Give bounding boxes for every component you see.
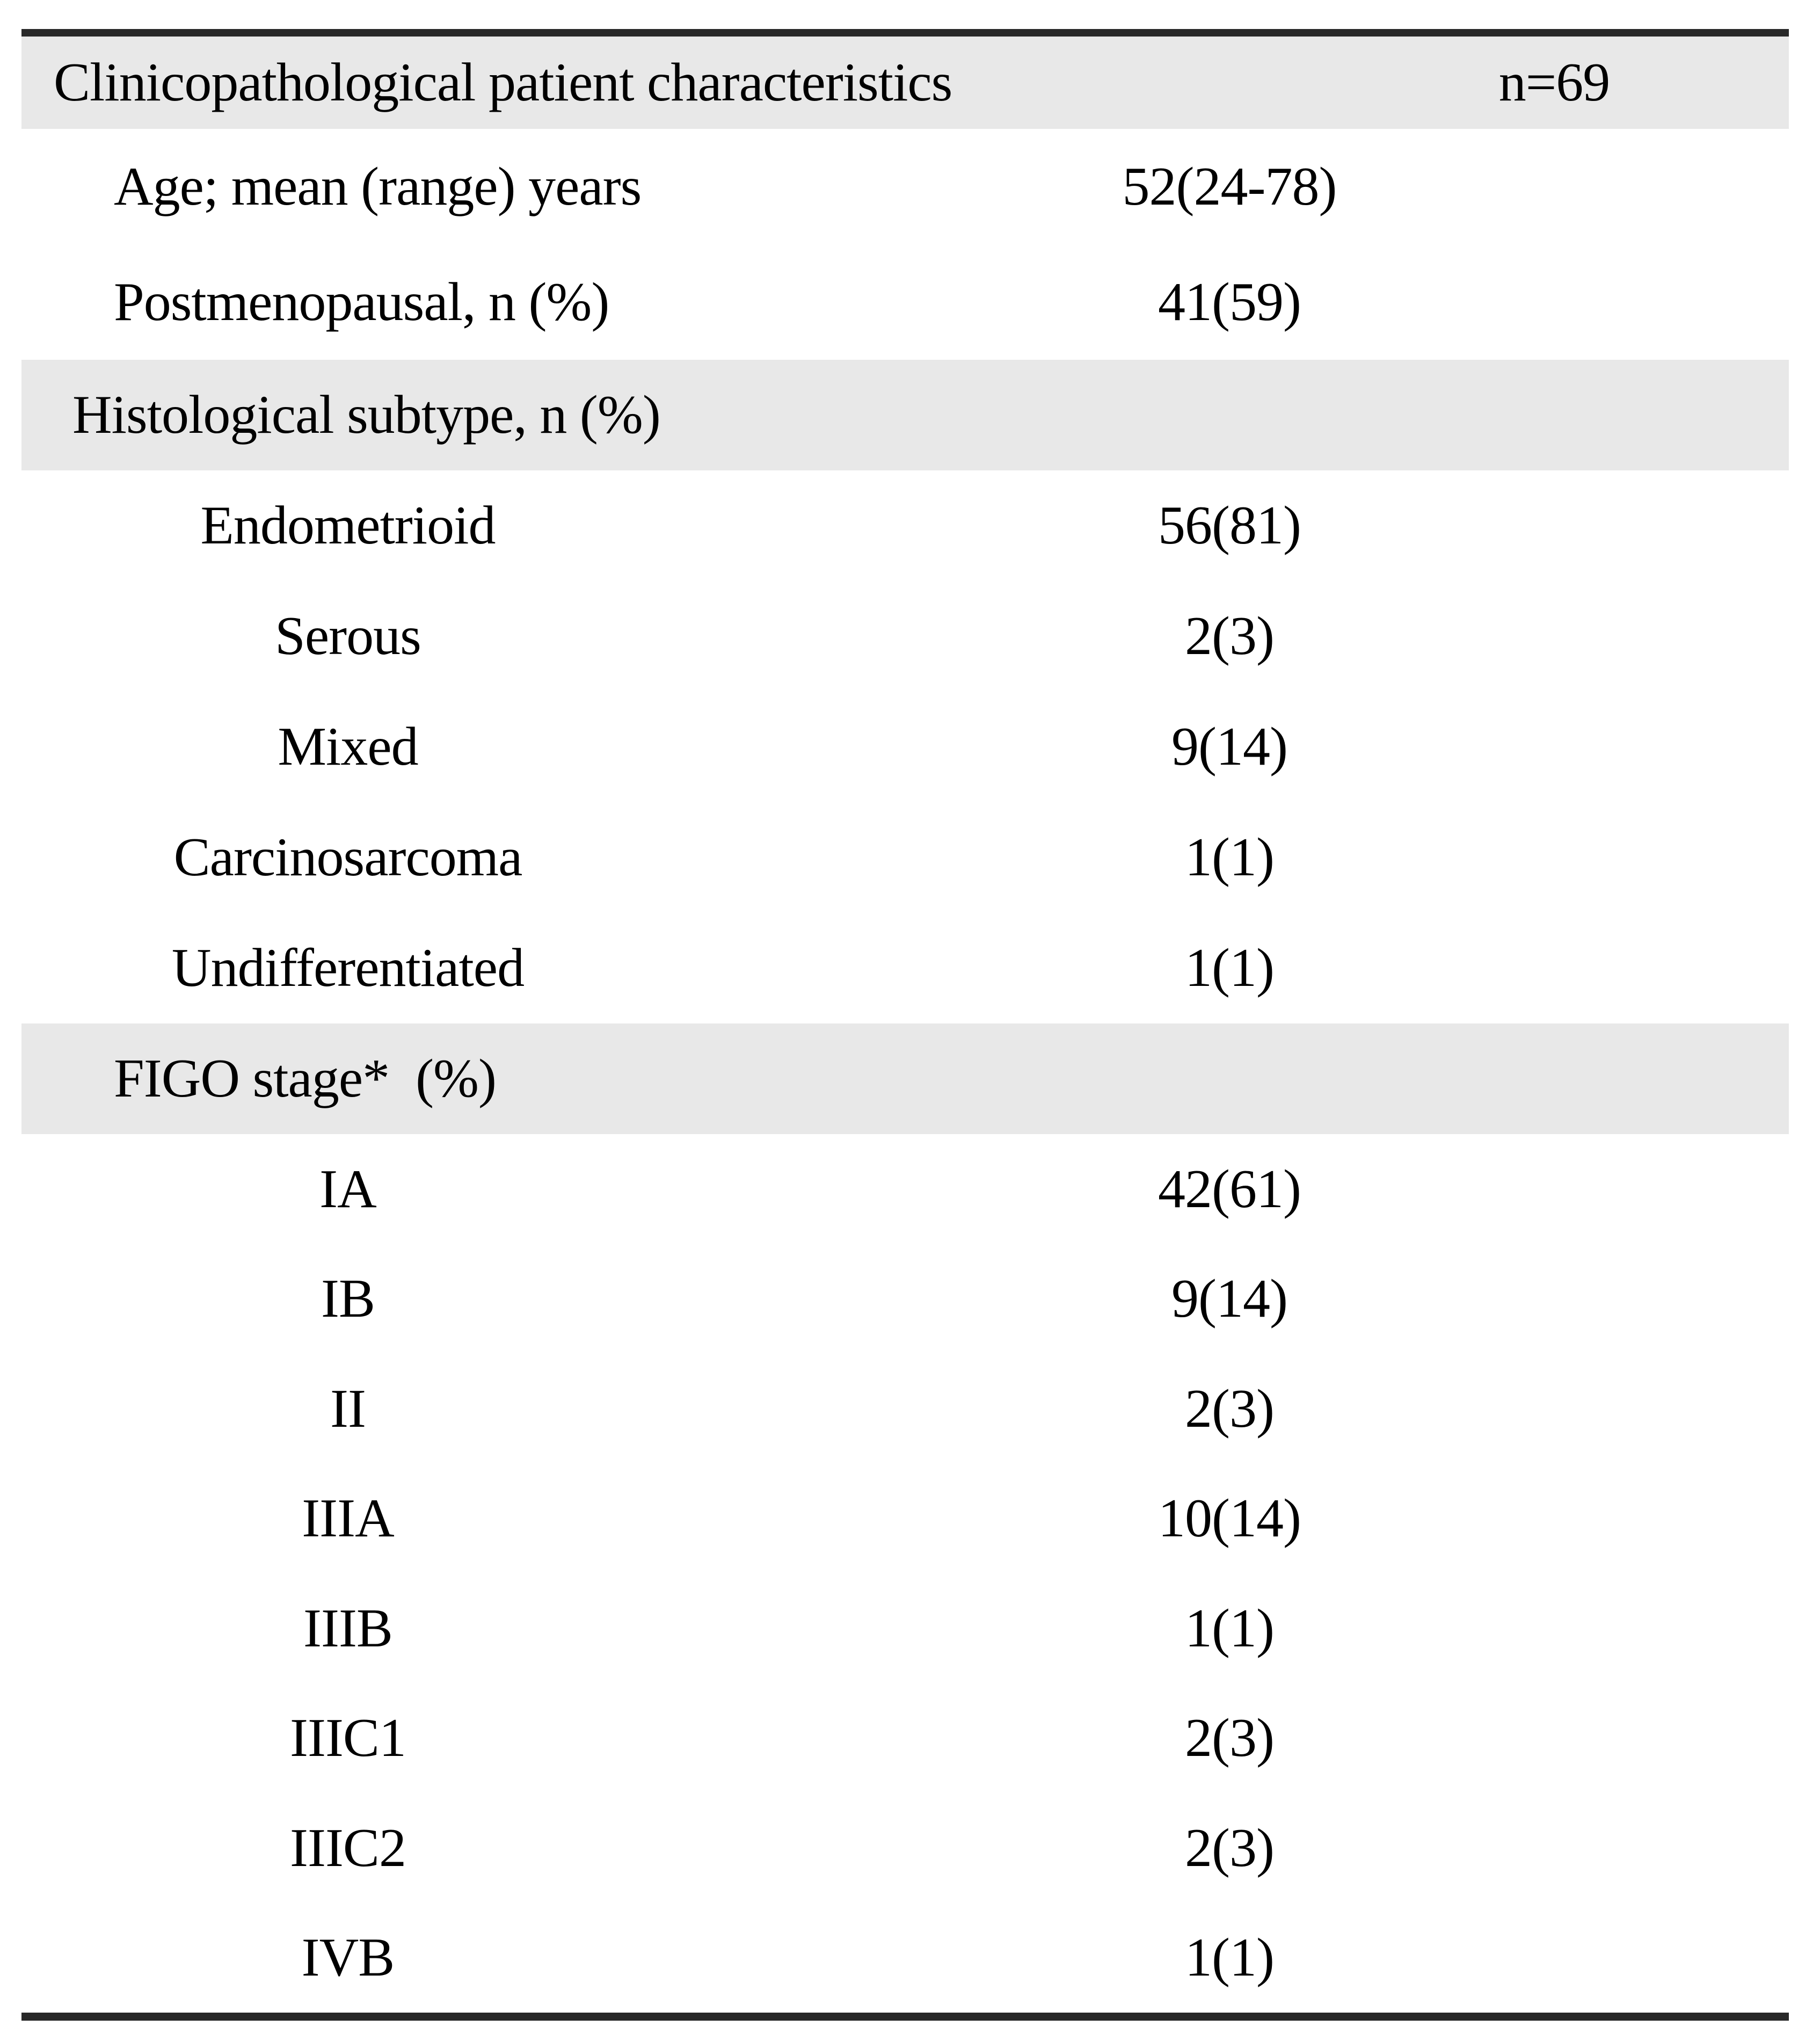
row-value: 1(1)	[1185, 1927, 1275, 1988]
section-header-row: FIGO stage* (%)	[21, 1023, 1789, 1134]
row-label: II	[330, 1378, 366, 1439]
sample-size-label: n=69	[1498, 52, 1611, 113]
section-header-row: Histological subtype, n (%)	[21, 360, 1789, 470]
row-label: IIIC2	[290, 1817, 406, 1878]
table-row: IIIC1 2(3)	[21, 1683, 1789, 1794]
row-value: 2(3)	[1185, 1708, 1275, 1769]
row-value: 2(3)	[1185, 606, 1275, 667]
table-row: IB 9(14)	[21, 1244, 1789, 1354]
table-row: IA 42(61)	[21, 1134, 1789, 1244]
row-value: 42(61)	[1158, 1158, 1301, 1219]
row-label: Mixed	[278, 716, 418, 778]
row-label: IIIB	[303, 1598, 393, 1659]
row-value: 41(59)	[1158, 271, 1301, 332]
table-title: Clinicopathological patient characterist…	[54, 52, 952, 113]
table-row: II 2(3)	[21, 1354, 1789, 1464]
table-row: Mixed 9(14)	[21, 692, 1789, 802]
row-label: Undifferentiated	[171, 938, 525, 999]
table-row: Age; mean (range) years 52(24-78)	[21, 129, 1789, 244]
table-row: Postmenopausal, n (%) 41(59)	[21, 244, 1789, 360]
table-header-row: Clinicopathological patient characterist…	[21, 37, 1789, 129]
row-label: IIIA	[302, 1488, 395, 1549]
table-row: IVB 1(1)	[21, 1903, 1789, 2013]
row-value: 9(14)	[1171, 716, 1288, 778]
row-value: 1(1)	[1185, 827, 1275, 888]
row-value: 9(14)	[1171, 1268, 1288, 1330]
row-label: Histological subtype, n (%)	[72, 384, 661, 446]
row-label: Carcinosarcoma	[173, 827, 523, 888]
row-label: IIIC1	[290, 1708, 406, 1769]
table-row: IIIC2 2(3)	[21, 1793, 1789, 1903]
row-label: Serous	[275, 606, 421, 667]
table-row: IIIA 10(14)	[21, 1464, 1789, 1574]
row-value: 2(3)	[1185, 1378, 1275, 1439]
table-row: IIIB 1(1)	[21, 1573, 1789, 1683]
table-row: Endometrioid 56(81)	[21, 470, 1789, 581]
row-value: 56(81)	[1158, 495, 1301, 556]
row-label: Postmenopausal, n (%)	[114, 271, 609, 332]
table-row: Undifferentiated 1(1)	[21, 913, 1789, 1023]
row-label: IA	[319, 1158, 377, 1219]
row-label: IVB	[301, 1927, 395, 1988]
row-label: Endometrioid	[200, 495, 496, 556]
characteristics-table: Clinicopathological patient characterist…	[21, 29, 1789, 2021]
row-value: 52(24-78)	[1122, 156, 1337, 217]
table-row: Carcinosarcoma 1(1)	[21, 802, 1789, 913]
table-row: Serous 2(3)	[21, 581, 1789, 692]
row-label: IB	[321, 1268, 375, 1330]
row-value: 1(1)	[1185, 938, 1275, 999]
row-value: 1(1)	[1185, 1598, 1275, 1659]
row-label: Age; mean (range) years	[114, 156, 642, 217]
row-value: 2(3)	[1185, 1817, 1275, 1878]
row-label: FIGO stage* (%)	[114, 1048, 497, 1109]
row-value: 10(14)	[1158, 1488, 1301, 1549]
